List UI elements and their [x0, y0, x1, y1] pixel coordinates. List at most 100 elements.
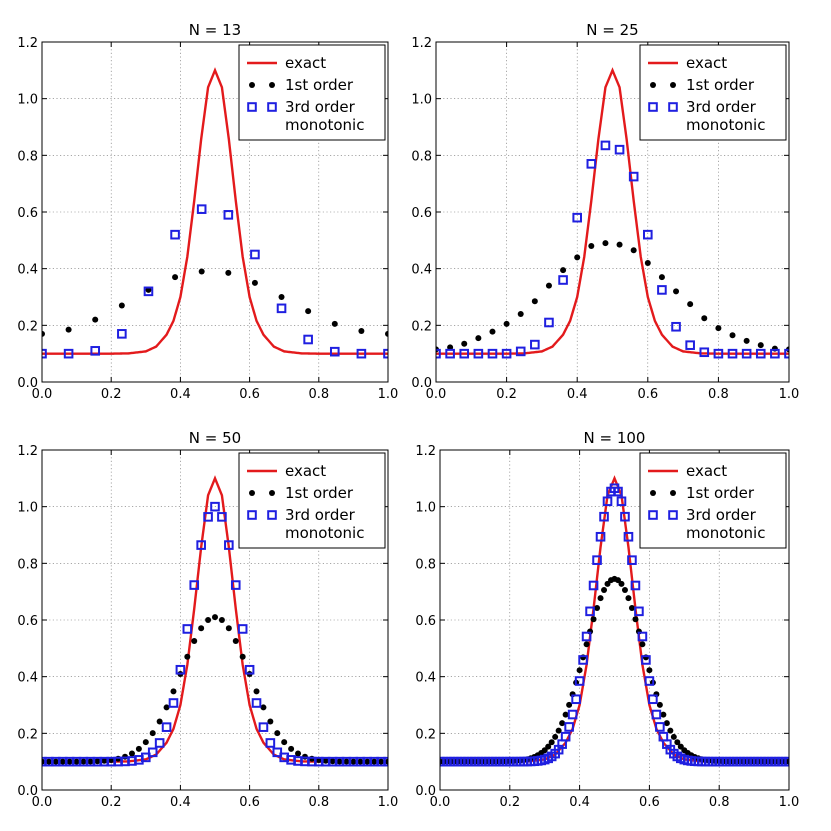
legend-label-line: monotonic — [285, 524, 364, 542]
first-order-point — [616, 241, 623, 248]
third-order-point — [770, 348, 780, 359]
first-order-point — [644, 260, 651, 266]
third-order-point — [90, 346, 101, 356]
y-tick-label: 1.2 — [17, 444, 38, 459]
panel-4: 0.0 0.2 0.4 0.6 0.8 1.0 0.0 0.2 0.4 0.6 0.8 1.0 1.2 N… — [415, 429, 799, 810]
first-order-point — [639, 641, 646, 648]
first-order-point — [156, 718, 163, 725]
x-tick-label: 0.4 — [170, 795, 191, 810]
first-order-point — [308, 755, 315, 762]
y-tick-label: 1.0 — [415, 501, 436, 516]
third-order-point — [161, 722, 172, 732]
first-order-point — [42, 330, 45, 337]
first-order-point — [357, 758, 364, 765]
first-order-point — [461, 340, 468, 347]
legend-label-exact: exact — [686, 54, 727, 72]
third-order-point — [755, 348, 766, 359]
first-order-point — [594, 604, 601, 611]
y-tick-label: 0.8 — [17, 557, 38, 572]
third-order-point — [727, 348, 738, 359]
legend-label-line: 3rd order — [285, 506, 356, 524]
first-order-point — [336, 758, 343, 765]
y-tick-label: 0.4 — [411, 263, 432, 278]
x-tick-label: 0.8 — [308, 387, 329, 402]
x-tick-label: 0.6 — [637, 387, 658, 402]
first-order-point — [331, 320, 338, 327]
legend-label-first-order: 1st order — [285, 484, 354, 502]
x-tick-label: 0.4 — [170, 387, 191, 402]
legend-first-order-swatch — [670, 490, 676, 496]
third-order-point — [530, 339, 540, 350]
first-order-point — [385, 330, 388, 337]
third-order-point — [217, 512, 227, 522]
first-order-point — [329, 758, 336, 765]
x-tick-label: 1.0 — [378, 795, 399, 810]
first-order-point — [531, 298, 538, 305]
x-tick-label: 0.2 — [499, 795, 520, 810]
first-order-point — [225, 625, 232, 632]
third-order-point — [578, 655, 588, 665]
legend: exact 1st order 3rd order monotonic — [238, 452, 386, 549]
chart-title: N = 25 — [586, 21, 638, 39]
y-tick-label: 0.2 — [411, 319, 432, 334]
first-order-point — [673, 288, 680, 295]
first-order-point — [163, 704, 170, 711]
third-order-point — [230, 580, 241, 590]
y-tick-label: 0.2 — [17, 727, 38, 742]
third-order-point — [685, 340, 695, 350]
first-order-point — [94, 758, 101, 765]
legend-label-first-order: 1st order — [686, 76, 755, 94]
first-order-point — [560, 267, 567, 274]
third-order-point — [699, 347, 710, 358]
third-order-point — [224, 540, 234, 550]
panel-3: 0.0 0.2 0.4 0.6 0.8 1.0 0.0 0.2 0.4 0.6 0.8 1.0 1.2 N… — [17, 429, 398, 810]
first-order-point — [149, 730, 156, 737]
first-order-point — [729, 332, 736, 339]
first-order-point — [350, 758, 357, 765]
third-order-point — [567, 709, 578, 720]
first-order-point — [562, 711, 569, 718]
y-tick-label: 0.8 — [17, 149, 38, 164]
legend-label-third-order: 3rd order monotonic — [285, 98, 364, 134]
first-order-point — [128, 750, 135, 757]
legend-label-first-order: 1st order — [686, 484, 755, 502]
first-order-point — [658, 274, 665, 281]
legend-label-line: 3rd order — [285, 98, 356, 116]
first-order-point — [548, 739, 555, 746]
legend: exact 1st order 3rd order monotonic — [238, 44, 386, 141]
first-order-point — [602, 240, 609, 247]
first-order-point — [253, 688, 260, 695]
y-tick-label: 0.6 — [17, 614, 38, 629]
third-order-point — [634, 606, 644, 617]
first-order-point — [52, 758, 59, 765]
legend-label-third-order: 3rd order monotonic — [285, 506, 364, 542]
third-order-point — [560, 731, 571, 742]
first-order-point — [295, 750, 302, 757]
third-order-point — [613, 486, 623, 497]
third-order-point — [588, 580, 599, 591]
x-tick-label: 0.0 — [426, 387, 447, 402]
x-tick-label: 0.8 — [708, 387, 729, 402]
legend-first-order-swatch — [650, 82, 656, 88]
first-order-point — [559, 720, 566, 727]
first-order-point — [667, 727, 674, 734]
first-order-point — [358, 328, 365, 334]
first-order-point — [80, 758, 87, 765]
first-order-point — [743, 337, 750, 344]
first-order-point — [630, 247, 637, 254]
first-order-point — [715, 325, 722, 332]
third-order-point — [641, 655, 651, 665]
first-order-point — [198, 268, 205, 275]
first-order-point — [184, 653, 191, 660]
legend-label-exact: exact — [285, 54, 326, 72]
y-tick-label: 1.2 — [411, 36, 432, 51]
third-order-point — [459, 348, 470, 359]
first-order-point — [545, 743, 552, 750]
y-tick-label: 0.0 — [17, 376, 38, 391]
third-order-point — [170, 229, 180, 240]
y-tick-label: 0.0 — [415, 784, 436, 799]
legend-third-order-swatch — [668, 102, 678, 112]
first-order-point — [251, 279, 258, 286]
y-tick-label: 0.8 — [415, 557, 436, 572]
third-order-point — [648, 694, 658, 705]
